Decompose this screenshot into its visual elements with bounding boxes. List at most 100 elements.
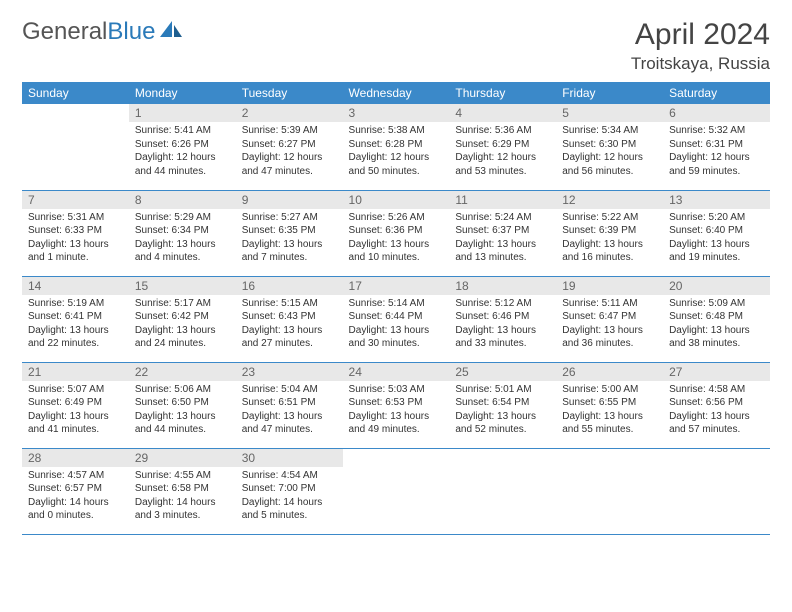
sunset-text: Sunset: 6:50 PM	[135, 396, 230, 410]
calendar-head: SundayMondayTuesdayWednesdayThursdayFrid…	[22, 82, 770, 104]
daylight-text-2: and 0 minutes.	[28, 509, 123, 523]
sunset-text: Sunset: 6:53 PM	[349, 396, 444, 410]
day-header: Friday	[556, 82, 663, 104]
daylight-text-2: and 44 minutes.	[135, 165, 230, 179]
daylight-text-2: and 13 minutes.	[455, 251, 550, 265]
day-number: 28	[22, 449, 129, 467]
sunset-text: Sunset: 6:58 PM	[135, 482, 230, 496]
day-details: Sunrise: 5:34 AMSunset: 6:30 PMDaylight:…	[556, 122, 663, 180]
sunrise-text: Sunrise: 5:14 AM	[349, 297, 444, 311]
calendar-cell: 10Sunrise: 5:26 AMSunset: 6:36 PMDayligh…	[343, 190, 450, 276]
daylight-text-1: Daylight: 13 hours	[28, 324, 123, 338]
sunrise-text: Sunrise: 5:32 AM	[669, 124, 764, 138]
day-details: Sunrise: 5:41 AMSunset: 6:26 PMDaylight:…	[129, 122, 236, 180]
day-details: Sunrise: 5:09 AMSunset: 6:48 PMDaylight:…	[663, 295, 770, 353]
daylight-text-2: and 27 minutes.	[242, 337, 337, 351]
calendar-cell	[449, 448, 556, 534]
sunset-text: Sunset: 7:00 PM	[242, 482, 337, 496]
daylight-text-2: and 52 minutes.	[455, 423, 550, 437]
day-number: 30	[236, 449, 343, 467]
daylight-text-1: Daylight: 13 hours	[242, 238, 337, 252]
day-number: 26	[556, 363, 663, 381]
day-details: Sunrise: 5:27 AMSunset: 6:35 PMDaylight:…	[236, 209, 343, 267]
daylight-text-1: Daylight: 13 hours	[455, 324, 550, 338]
day-header: Thursday	[449, 82, 556, 104]
sunrise-text: Sunrise: 5:01 AM	[455, 383, 550, 397]
day-details: Sunrise: 5:11 AMSunset: 6:47 PMDaylight:…	[556, 295, 663, 353]
calendar-cell	[343, 448, 450, 534]
day-number: 4	[449, 104, 556, 122]
daylight-text-2: and 47 minutes.	[242, 423, 337, 437]
sunrise-text: Sunrise: 5:17 AM	[135, 297, 230, 311]
day-number: 20	[663, 277, 770, 295]
daylight-text-2: and 10 minutes.	[349, 251, 444, 265]
calendar-cell: 17Sunrise: 5:14 AMSunset: 6:44 PMDayligh…	[343, 276, 450, 362]
day-number: 22	[129, 363, 236, 381]
day-details: Sunrise: 5:36 AMSunset: 6:29 PMDaylight:…	[449, 122, 556, 180]
daylight-text-2: and 41 minutes.	[28, 423, 123, 437]
daylight-text-1: Daylight: 13 hours	[28, 410, 123, 424]
calendar-cell: 26Sunrise: 5:00 AMSunset: 6:55 PMDayligh…	[556, 362, 663, 448]
day-number: 5	[556, 104, 663, 122]
sunrise-text: Sunrise: 5:20 AM	[669, 211, 764, 225]
sunset-text: Sunset: 6:54 PM	[455, 396, 550, 410]
day-details: Sunrise: 4:54 AMSunset: 7:00 PMDaylight:…	[236, 467, 343, 525]
sunrise-text: Sunrise: 4:58 AM	[669, 383, 764, 397]
daylight-text-1: Daylight: 14 hours	[135, 496, 230, 510]
sunset-text: Sunset: 6:31 PM	[669, 138, 764, 152]
daylight-text-2: and 59 minutes.	[669, 165, 764, 179]
daylight-text-2: and 5 minutes.	[242, 509, 337, 523]
daylight-text-1: Daylight: 13 hours	[135, 410, 230, 424]
daylight-text-1: Daylight: 12 hours	[242, 151, 337, 165]
day-number: 21	[22, 363, 129, 381]
calendar-table: SundayMondayTuesdayWednesdayThursdayFrid…	[22, 82, 770, 535]
sunrise-text: Sunrise: 4:55 AM	[135, 469, 230, 483]
day-details: Sunrise: 5:07 AMSunset: 6:49 PMDaylight:…	[22, 381, 129, 439]
daylight-text-1: Daylight: 12 hours	[455, 151, 550, 165]
sunset-text: Sunset: 6:33 PM	[28, 224, 123, 238]
header: GeneralBlue April 2024 Troitskaya, Russi…	[22, 18, 770, 74]
day-number: 27	[663, 363, 770, 381]
month-title: April 2024	[631, 18, 770, 52]
day-details: Sunrise: 5:24 AMSunset: 6:37 PMDaylight:…	[449, 209, 556, 267]
sunset-text: Sunset: 6:55 PM	[562, 396, 657, 410]
day-number: 11	[449, 191, 556, 209]
day-number: 12	[556, 191, 663, 209]
day-header: Sunday	[22, 82, 129, 104]
day-details: Sunrise: 5:31 AMSunset: 6:33 PMDaylight:…	[22, 209, 129, 267]
daylight-text-1: Daylight: 13 hours	[349, 324, 444, 338]
day-details: Sunrise: 5:04 AMSunset: 6:51 PMDaylight:…	[236, 381, 343, 439]
calendar-row: 1Sunrise: 5:41 AMSunset: 6:26 PMDaylight…	[22, 104, 770, 190]
day-header: Saturday	[663, 82, 770, 104]
daylight-text-2: and 19 minutes.	[669, 251, 764, 265]
day-number: 15	[129, 277, 236, 295]
sunset-text: Sunset: 6:57 PM	[28, 482, 123, 496]
calendar-cell: 12Sunrise: 5:22 AMSunset: 6:39 PMDayligh…	[556, 190, 663, 276]
sunrise-text: Sunrise: 5:36 AM	[455, 124, 550, 138]
daylight-text-2: and 30 minutes.	[349, 337, 444, 351]
daylight-text-1: Daylight: 13 hours	[669, 238, 764, 252]
day-number: 3	[343, 104, 450, 122]
sunrise-text: Sunrise: 5:22 AM	[562, 211, 657, 225]
day-header: Monday	[129, 82, 236, 104]
day-details: Sunrise: 5:22 AMSunset: 6:39 PMDaylight:…	[556, 209, 663, 267]
daylight-text-1: Daylight: 13 hours	[562, 324, 657, 338]
daylight-text-2: and 38 minutes.	[669, 337, 764, 351]
daylight-text-1: Daylight: 14 hours	[28, 496, 123, 510]
day-details: Sunrise: 5:19 AMSunset: 6:41 PMDaylight:…	[22, 295, 129, 353]
day-number: 25	[449, 363, 556, 381]
daylight-text-1: Daylight: 14 hours	[242, 496, 337, 510]
day-number: 9	[236, 191, 343, 209]
daylight-text-1: Daylight: 12 hours	[349, 151, 444, 165]
day-details: Sunrise: 4:55 AMSunset: 6:58 PMDaylight:…	[129, 467, 236, 525]
calendar-cell: 5Sunrise: 5:34 AMSunset: 6:30 PMDaylight…	[556, 104, 663, 190]
day-details: Sunrise: 5:12 AMSunset: 6:46 PMDaylight:…	[449, 295, 556, 353]
daylight-text-1: Daylight: 13 hours	[562, 410, 657, 424]
daylight-text-1: Daylight: 13 hours	[242, 410, 337, 424]
day-number: 18	[449, 277, 556, 295]
daylight-text-1: Daylight: 13 hours	[28, 238, 123, 252]
daylight-text-2: and 22 minutes.	[28, 337, 123, 351]
daylight-text-2: and 57 minutes.	[669, 423, 764, 437]
sunset-text: Sunset: 6:44 PM	[349, 310, 444, 324]
daylight-text-2: and 55 minutes.	[562, 423, 657, 437]
